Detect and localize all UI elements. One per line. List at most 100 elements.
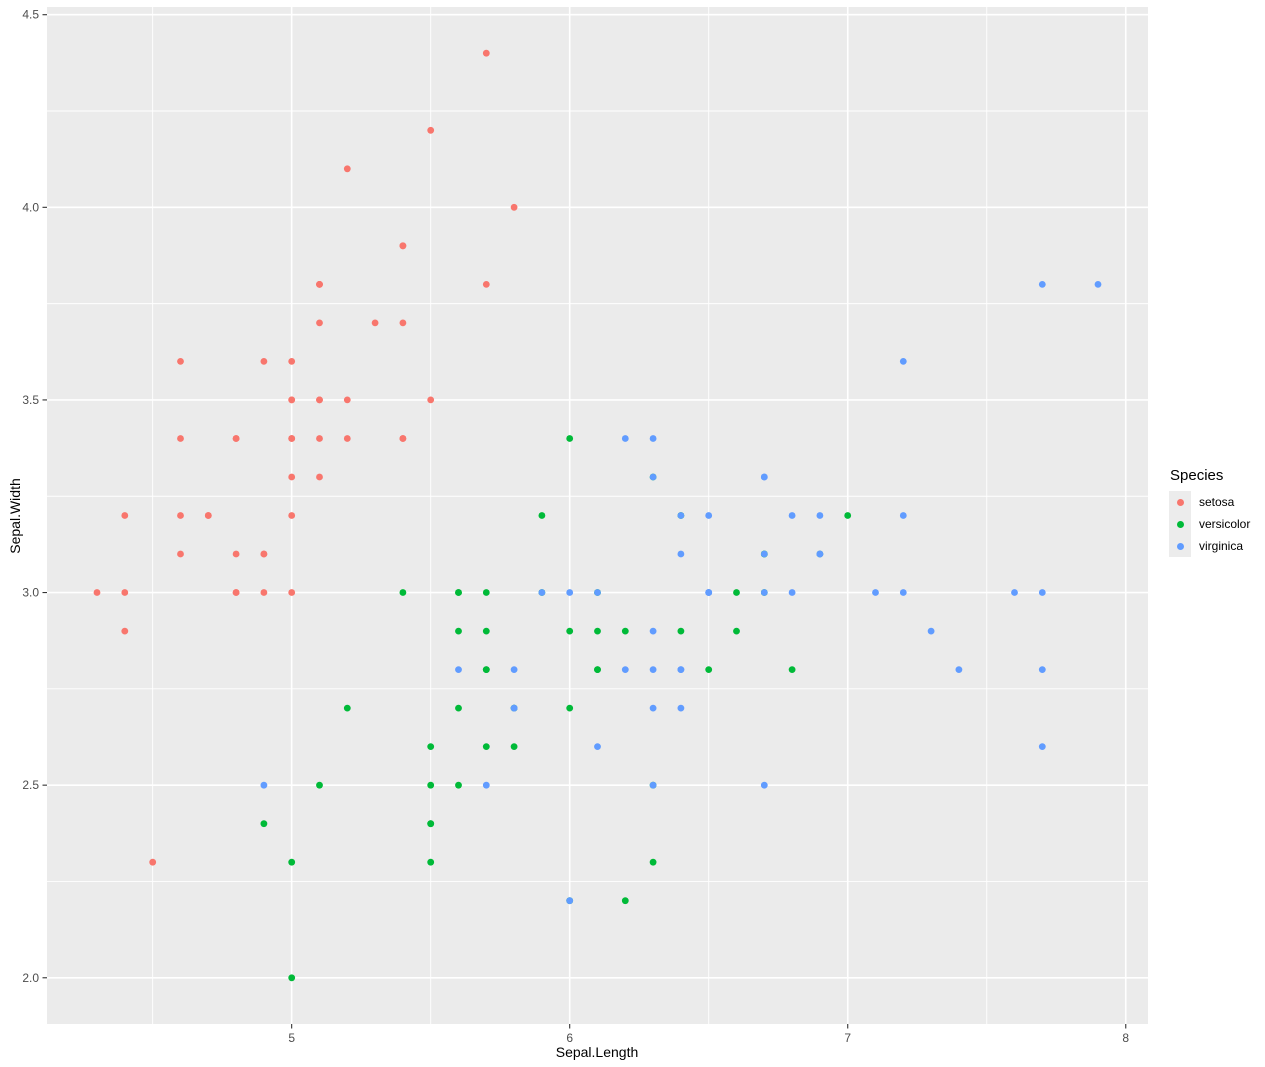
data-point-virginica bbox=[649, 781, 657, 789]
data-point-virginica bbox=[1038, 666, 1046, 673]
legend-label: versicolor bbox=[1199, 517, 1251, 531]
data-point-versicolor bbox=[427, 743, 435, 750]
data-point-versicolor bbox=[621, 627, 629, 635]
data-point-virginica bbox=[594, 743, 601, 750]
data-point-versicolor bbox=[482, 666, 490, 673]
data-point-virginica bbox=[566, 897, 574, 905]
legend: Species setosa versicolor virginica bbox=[1169, 467, 1250, 557]
legend-key-versicolor: versicolor bbox=[1169, 513, 1250, 535]
data-point-virginica bbox=[955, 666, 963, 673]
data-point-virginica bbox=[677, 704, 685, 712]
data-point-virginica bbox=[760, 781, 768, 789]
data-point-setosa bbox=[121, 627, 129, 635]
y-axis-title: Sepal.Width bbox=[7, 478, 23, 554]
data-point-virginica bbox=[899, 512, 907, 519]
data-point-versicolor bbox=[538, 512, 546, 519]
legend-dot-icon bbox=[1176, 520, 1184, 528]
plot-panel bbox=[47, 7, 1148, 1024]
data-point-setosa bbox=[399, 435, 407, 442]
data-point-virginica bbox=[510, 666, 518, 673]
data-point-setosa bbox=[482, 49, 490, 57]
data-point-setosa bbox=[316, 281, 323, 288]
data-point-versicolor bbox=[594, 666, 601, 673]
y-tick-label: 2.5 bbox=[22, 778, 39, 792]
data-point-virginica bbox=[760, 473, 768, 481]
data-point-virginica bbox=[649, 473, 657, 481]
data-point-virginica bbox=[649, 704, 657, 712]
data-point-virginica bbox=[455, 666, 462, 673]
data-point-virginica bbox=[621, 666, 629, 673]
data-point-versicolor bbox=[677, 627, 685, 635]
x-tick-label: 5 bbox=[288, 1031, 295, 1045]
data-point-setosa bbox=[177, 512, 184, 519]
data-point-virginica bbox=[816, 550, 824, 558]
legend-title: Species bbox=[1170, 467, 1224, 484]
data-point-setosa bbox=[121, 589, 129, 596]
data-point-versicolor bbox=[316, 781, 323, 789]
data-point-setosa bbox=[316, 435, 323, 442]
data-point-setosa bbox=[204, 512, 212, 519]
data-point-virginica bbox=[482, 781, 490, 789]
data-point-versicolor bbox=[566, 704, 574, 712]
data-point-setosa bbox=[316, 319, 323, 327]
data-point-virginica bbox=[788, 589, 796, 596]
data-point-versicolor bbox=[260, 820, 268, 828]
data-point-virginica bbox=[677, 512, 685, 519]
data-point-versicolor bbox=[594, 627, 601, 635]
data-point-virginica bbox=[1038, 281, 1046, 288]
data-point-versicolor bbox=[288, 974, 296, 982]
data-point-setosa bbox=[288, 435, 296, 442]
data-point-setosa bbox=[232, 550, 240, 558]
data-point-setosa bbox=[288, 358, 296, 365]
data-point-virginica bbox=[899, 358, 907, 365]
data-point-virginica bbox=[594, 589, 601, 596]
y-tick-label: 3.5 bbox=[22, 393, 39, 407]
data-point-virginica bbox=[760, 550, 768, 558]
data-point-setosa bbox=[260, 358, 268, 365]
data-point-setosa bbox=[371, 319, 379, 327]
data-point-virginica bbox=[677, 666, 685, 673]
data-point-versicolor bbox=[288, 858, 296, 866]
data-point-virginica bbox=[510, 704, 518, 712]
data-point-versicolor bbox=[455, 589, 462, 596]
data-point-setosa bbox=[482, 281, 490, 288]
data-point-versicolor bbox=[566, 627, 574, 635]
data-point-setosa bbox=[177, 550, 184, 558]
data-point-setosa bbox=[288, 396, 296, 404]
data-point-virginica bbox=[1038, 743, 1046, 750]
legend-label: setosa bbox=[1199, 495, 1235, 509]
data-point-versicolor bbox=[649, 858, 657, 866]
data-point-setosa bbox=[316, 396, 323, 404]
data-point-setosa bbox=[288, 512, 296, 519]
legend-label: virginica bbox=[1199, 539, 1244, 553]
data-point-setosa bbox=[260, 589, 268, 596]
y-tick-label: 4.0 bbox=[22, 200, 39, 214]
x-tick-label: 6 bbox=[566, 1031, 573, 1045]
legend-swatch bbox=[1169, 513, 1191, 535]
data-point-versicolor bbox=[733, 627, 740, 635]
data-point-virginica bbox=[788, 512, 796, 519]
data-point-virginica bbox=[1011, 589, 1018, 596]
data-point-versicolor bbox=[705, 666, 713, 673]
data-point-virginica bbox=[538, 589, 546, 596]
data-point-virginica bbox=[1094, 281, 1102, 288]
data-point-setosa bbox=[427, 396, 435, 404]
data-point-versicolor bbox=[566, 435, 574, 442]
data-point-virginica bbox=[649, 435, 657, 442]
data-point-setosa bbox=[343, 165, 351, 173]
x-axis-title: Sepal.Length bbox=[555, 1044, 639, 1060]
data-point-virginica bbox=[677, 550, 685, 558]
data-point-virginica bbox=[705, 589, 713, 596]
data-point-setosa bbox=[510, 203, 518, 211]
data-point-versicolor bbox=[427, 858, 435, 866]
data-point-setosa bbox=[177, 435, 184, 442]
data-point-versicolor bbox=[482, 743, 490, 750]
data-point-virginica bbox=[621, 435, 629, 442]
data-point-setosa bbox=[232, 589, 240, 596]
legend-swatch bbox=[1169, 535, 1191, 557]
y-tick-label: 2.0 bbox=[22, 971, 39, 985]
data-point-versicolor bbox=[455, 627, 462, 635]
data-point-virginica bbox=[927, 627, 935, 635]
